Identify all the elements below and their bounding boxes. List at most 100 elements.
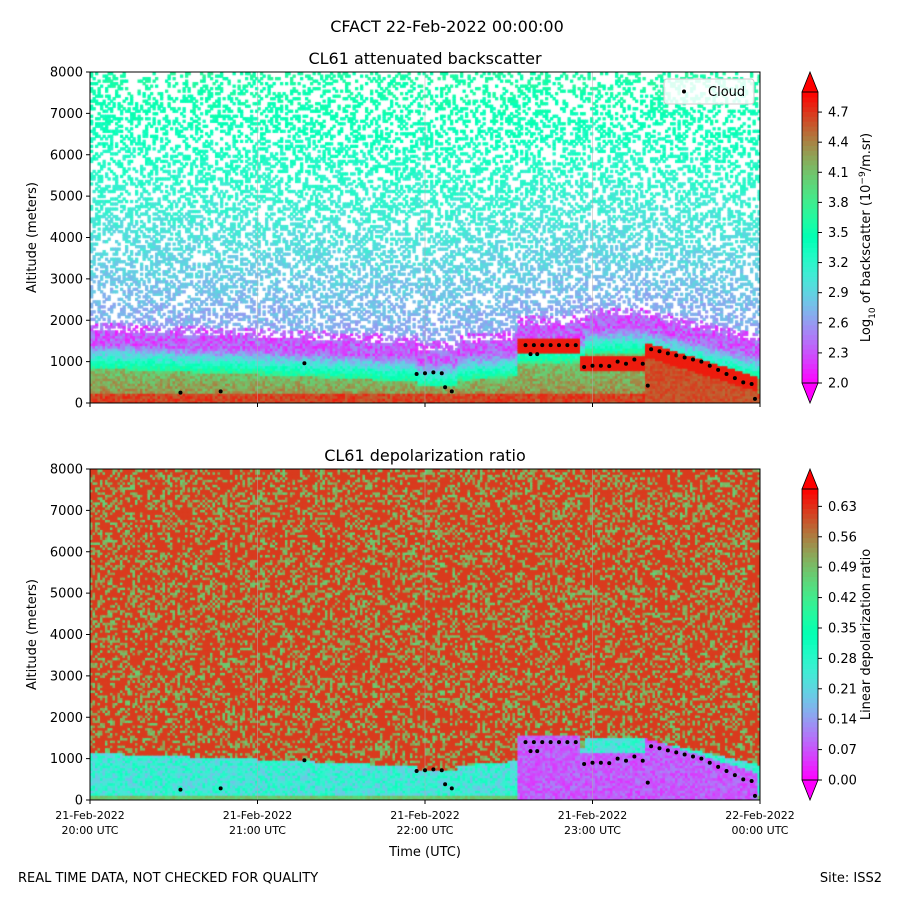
colorbar-segment: [802, 644, 818, 650]
cloud-base-point: [624, 758, 628, 763]
cloud-base-point: [582, 762, 587, 767]
colorbar-segment: [802, 610, 818, 616]
y-axis-label: Altitude (meters): [25, 579, 40, 690]
colorbar-segment: [802, 208, 818, 214]
cloud-base-point: [615, 756, 620, 761]
colorbar-segment: [802, 92, 818, 98]
colorbar-segment: [802, 678, 818, 684]
panel-depolarization: CL61 depolarization ratio 0 1000 2000 3000 40…: [25, 446, 874, 860]
cloud-base-point: [449, 389, 454, 394]
y-tick-label: 1000: [50, 355, 83, 370]
cloud-base-point: [535, 352, 540, 357]
y-tick-label: 6000: [50, 148, 83, 163]
colorbar-segment: [802, 286, 818, 292]
colorbar-segment: [802, 198, 818, 205]
colorbar-tick-label: 4.1: [828, 166, 849, 181]
x-axis-label: Time (UTC): [388, 845, 461, 860]
legend: Cloud: [663, 78, 755, 105]
colorbar-segment: [802, 232, 818, 239]
colorbar-segment: [802, 164, 818, 171]
cloud-base-point: [218, 389, 223, 394]
colorbar-tick-label: 0.28: [828, 652, 857, 667]
cloud-base-point: [178, 390, 183, 395]
x-tick-label-time: 00:00 UTC: [731, 824, 788, 837]
colorbar-tick-label: 2.9: [828, 286, 849, 301]
colorbar-tick-label: 0.07: [828, 743, 857, 758]
colorbar-segment: [802, 556, 818, 563]
cloud-base-point: [528, 749, 533, 754]
cloud-base-point: [649, 347, 654, 352]
cloud-base-point: [699, 359, 704, 364]
colorbar-segment: [802, 300, 818, 306]
cloud-base-point: [523, 740, 528, 745]
colorbar-segment: [802, 184, 818, 190]
colorbar-segment: [802, 339, 818, 345]
colorbar-segment: [802, 305, 818, 311]
x-tick-label-time: 20:00 UTC: [61, 824, 118, 837]
colorbar-segment: [802, 750, 818, 757]
colorbar-segment: [802, 358, 818, 365]
colorbar-segment: [802, 101, 818, 108]
x-tick-label-date: 22-Feb-2022: [725, 809, 794, 822]
x-tick-label-time: 23:00 UTC: [564, 824, 621, 837]
colorbar-segment: [802, 218, 818, 224]
colorbar-tick-label: 0.42: [828, 591, 857, 606]
x-tick-label-time: 22:00 UTC: [396, 824, 453, 837]
colorbar-tick-label: 0.21: [828, 682, 857, 697]
colorbar-segment: [802, 324, 818, 331]
x-tick-label-date: 21-Feb-2022: [390, 809, 459, 822]
colorbar-segment: [802, 155, 818, 161]
colorbar-segment: [802, 624, 818, 631]
cloud-base-point: [531, 343, 536, 348]
colorbar-tick-label: 3.2: [828, 256, 849, 271]
colorbar-segment: [802, 731, 818, 737]
colorbar-segment: [802, 571, 818, 577]
colorbar-segment: [802, 179, 818, 185]
colorbar-segment: [802, 542, 818, 548]
colorbar-segment: [802, 775, 818, 781]
cloud-base-point: [302, 361, 307, 366]
cloud-base-point: [598, 363, 603, 368]
colorbar-segment: [802, 741, 818, 747]
colorbar-segment: [802, 150, 818, 156]
colorbar-segment: [802, 716, 818, 723]
cloud-base-point: [573, 343, 578, 348]
cloud-base-point: [657, 746, 662, 751]
panel-backscatter: CL61 attenuated backscatter 0 1000 2000 3000…: [25, 49, 878, 412]
colorbar-segment: [802, 145, 818, 151]
colorbar-segment: [802, 765, 818, 771]
colorbar-segment: [802, 687, 818, 694]
cloud-base-point: [178, 787, 183, 792]
cloud-base-point: [724, 372, 729, 377]
colorbar-segment: [802, 203, 818, 209]
colorbar-segment: [802, 315, 818, 321]
cloud-base-point: [665, 351, 670, 356]
cloud-base-point: [557, 343, 561, 348]
colorbar-segment: [802, 755, 818, 762]
cloud-base-point: [439, 768, 444, 773]
colorbar-label-part: Log: [859, 319, 874, 342]
colorbar-segment: [802, 518, 818, 524]
colorbar-segment: [802, 561, 818, 568]
colorbar-segment: [802, 692, 818, 699]
y-tick-label: 5000: [50, 587, 83, 602]
colorbar-segment: [802, 498, 818, 505]
colorbar-segment: [802, 619, 818, 626]
cloud-base-point: [573, 740, 578, 745]
colorbar-segment: [802, 697, 818, 703]
cloud-base-point: [548, 343, 553, 348]
colorbar-segment: [802, 532, 818, 539]
cloud-base-point: [724, 769, 729, 774]
colorbar-segment: [802, 760, 818, 767]
colorbar-tick-label: 2.3: [828, 346, 849, 361]
panel-title: CL61 attenuated backscatter: [308, 49, 542, 68]
cloud-base-point: [716, 367, 721, 372]
colorbar-segment: [802, 271, 818, 277]
cloud-base-point: [523, 343, 528, 348]
y-tick-label: 1000: [50, 752, 83, 767]
colorbar-segment: [802, 247, 818, 253]
footer-quality-note: REAL TIME DATA, NOT CHECKED FOR QUALITY: [18, 871, 318, 886]
colorbar-segment: [802, 310, 818, 316]
y-tick-label: 8000: [50, 463, 83, 478]
y-tick-label: 5000: [50, 190, 83, 205]
